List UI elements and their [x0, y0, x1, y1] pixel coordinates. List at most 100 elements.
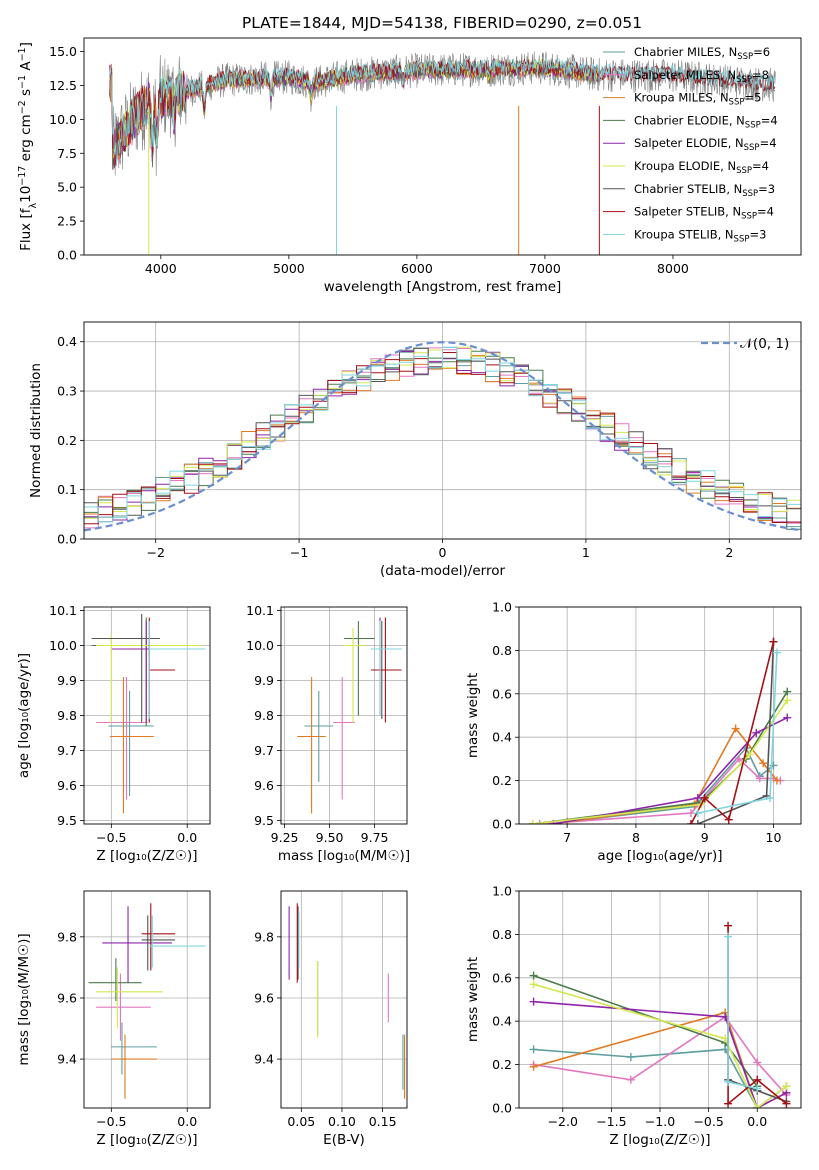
- y-tick-label: 9.4: [57, 1052, 77, 1067]
- y-tick-label: 15.0: [49, 44, 77, 59]
- y-tick-label: 9.9: [57, 673, 77, 688]
- x-tick-label: 0.0: [177, 1114, 197, 1129]
- y-tick-label: 0.8: [492, 927, 512, 942]
- mass-weight-marker: [731, 724, 740, 733]
- y-tick-label: 1.0: [492, 600, 512, 615]
- x-tick-label: −0.5: [96, 1114, 126, 1129]
- mass-weight-marker: [529, 1045, 538, 1054]
- mass-weight-marker: [769, 637, 778, 646]
- y-axis-label: mass [log₁₀(M/M☉)]: [16, 933, 32, 1065]
- plot-area-mass-weight-vs-age: [528, 637, 792, 824]
- legend-label: 𝒩(0, 1): [740, 336, 789, 352]
- x-tick-label: 0.15: [369, 1114, 397, 1129]
- mass-weight-marker: [686, 809, 695, 818]
- histogram-step: [84, 346, 801, 539]
- axes-residuals: −2 −1 0 1 2 0.0 0.1 0.2 0.3 0.4 𝒩(0, 1) (data-model…: [28, 321, 802, 579]
- axes-mass-vs-EBV: 0.05 0.10 0.15 9.4 9.6 9.8 E(B-V): [254, 890, 408, 1148]
- x-tick-label: 4000: [145, 261, 177, 276]
- y-tick-label: 9.8: [254, 708, 274, 723]
- axes-frame: [280, 890, 408, 1109]
- x-tick-label: 0.0: [747, 1114, 767, 1129]
- x-tick-label: 5000: [273, 261, 305, 276]
- y-tick-label: 9.6: [57, 778, 77, 793]
- mass-weight-marker: [724, 921, 733, 930]
- x-axis-label: Z [log₁₀(Z/Z☉)]: [609, 1132, 710, 1148]
- mass-weight-marker: [772, 776, 781, 785]
- figure-title: PLATE=1844, MJD=54138, FIBERID=0290, z=0…: [242, 14, 642, 32]
- y-tick-label: 1.0: [492, 884, 512, 899]
- mass-weight-marker: [529, 1062, 538, 1071]
- y-tick-label: 0.4: [57, 334, 77, 349]
- x-tick-label: 2: [725, 545, 733, 560]
- mass-weight-marker: [753, 1075, 762, 1084]
- y-tick-label: 9.8: [254, 929, 274, 944]
- y-tick-label: 9.8: [57, 929, 77, 944]
- x-tick-label: −2.0: [548, 1114, 578, 1129]
- y-tick-label: 2.5: [57, 214, 77, 229]
- mass-weight-line: [533, 983, 787, 1108]
- y-axis-label: mass weight: [465, 957, 481, 1042]
- x-tick-label: 1: [582, 545, 590, 560]
- plot-area-spectrum: [109, 51, 776, 255]
- plot-area-mass-weight-vs-Z: [529, 921, 791, 1108]
- plot-area-age-vs-Z: [91, 614, 206, 814]
- plot-area-mass-vs-Z: [88, 903, 206, 1099]
- y-tick-label: 9.7: [57, 743, 77, 758]
- legend-label: Kroupa STELIB, NSSP=3: [634, 227, 766, 244]
- x-tick-label: 10: [766, 830, 782, 845]
- axes-mass-vs-Z: −0.5 0.0 9.4 9.6 9.8 Z [log₁₀(Z/Z☉)] mass [log…: [16, 890, 211, 1148]
- axes-frame: [83, 890, 211, 1109]
- x-axis-label: (data-model)/error: [380, 563, 506, 579]
- y-tick-label: 9.6: [57, 990, 77, 1005]
- x-tick-label: 0.0: [177, 830, 197, 845]
- y-tick-label: 9.9: [254, 673, 274, 688]
- x-axis-label: wavelength [Angstrom, rest frame]: [324, 279, 562, 295]
- mass-weight-marker: [693, 820, 702, 824]
- plot-area-residuals: [84, 341, 801, 539]
- x-tick-label: 7: [563, 830, 571, 845]
- plot-area-mass-vs-EBV: [288, 903, 406, 1099]
- x-tick-label: 9.75: [361, 830, 389, 845]
- y-tick-label: 0.3: [57, 384, 77, 399]
- x-tick-label: −0.5: [96, 830, 126, 845]
- mass-weight-marker: [783, 696, 792, 705]
- mass-weight-marker: [626, 1075, 635, 1084]
- mass-weight-marker: [783, 713, 792, 722]
- axes-age-vs-mass: 9.25 9.50 9.75 9.5 9.6 9.7 9.8 9.9 10.0 10.1 mass …: [246, 603, 410, 864]
- mass-weight-marker: [529, 997, 538, 1006]
- y-tick-label: 0.2: [492, 1057, 512, 1072]
- x-tick-label: −1.0: [645, 1114, 675, 1129]
- axes-frame: [518, 606, 802, 825]
- y-tick-label: 0.0: [57, 532, 77, 547]
- x-tick-label: 6000: [401, 261, 433, 276]
- x-tick-label: 0.05: [287, 1114, 315, 1129]
- mass-weight-marker: [529, 980, 538, 989]
- y-axis-label: age [log₁₀(age/yr)]: [16, 653, 32, 778]
- mass-weight-marker: [753, 1104, 762, 1108]
- model-spectrum-line: [109, 57, 776, 164]
- legend-label: Salpeter STELIB, NSSP=4: [634, 205, 774, 222]
- y-axis-label: mass weight: [465, 673, 481, 758]
- x-axis-label: Z [log₁₀(Z/Z☉)]: [96, 1132, 197, 1148]
- plot-area-age-vs-mass: [297, 617, 402, 814]
- mass-weight-marker: [772, 648, 781, 657]
- mass-weight-marker: [782, 1099, 791, 1108]
- x-tick-label: −0.5: [693, 1114, 723, 1129]
- legend-label: Salpeter MILES, NSSP=8: [634, 68, 769, 85]
- y-tick-label: 9.5: [254, 813, 274, 828]
- mass-weight-marker: [724, 1077, 733, 1086]
- y-tick-label: 0.1: [57, 482, 77, 497]
- mass-weight-marker: [783, 687, 792, 696]
- mass-weight-line: [553, 716, 788, 824]
- x-axis-label: E(B-V): [323, 1132, 365, 1148]
- mass-weight-marker: [700, 793, 709, 802]
- y-tick-label: 0.0: [492, 817, 512, 832]
- y-tick-label: 0.0: [57, 248, 77, 263]
- y-tick-label: 9.4: [254, 1052, 274, 1067]
- x-axis-label: mass [log₁₀(M/M☉)]: [278, 848, 410, 864]
- x-tick-label: 9: [701, 830, 709, 845]
- x-tick-label: 7000: [529, 261, 561, 276]
- mass-weight-line: [532, 699, 788, 824]
- mass-weight-marker: [529, 971, 538, 980]
- mass-weight-marker: [745, 750, 754, 759]
